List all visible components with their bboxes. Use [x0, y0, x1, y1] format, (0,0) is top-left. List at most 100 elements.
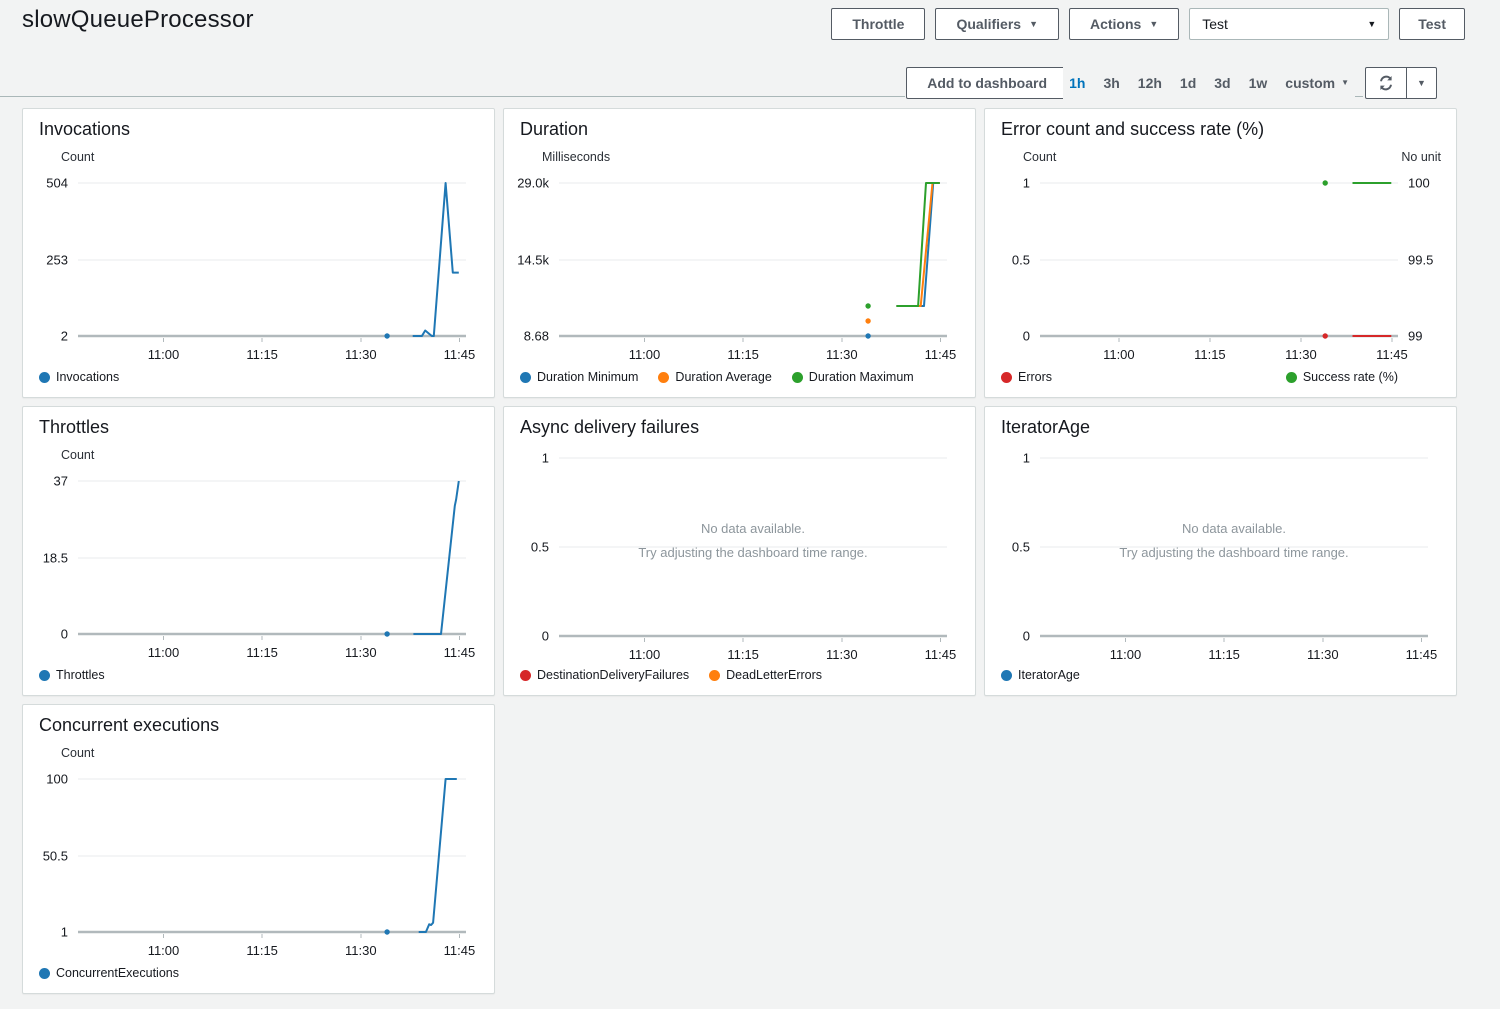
svg-text:11:00: 11:00: [1103, 347, 1135, 362]
chart-panel-iteratorage: IteratorAge11:0011:1511:3011:4510.50No d…: [984, 406, 1457, 696]
legend-color-dot: [39, 372, 50, 383]
svg-text:11:30: 11:30: [345, 645, 377, 660]
svg-text:11:30: 11:30: [345, 347, 377, 362]
refresh-button[interactable]: [1365, 67, 1407, 99]
legend-item-duration-average[interactable]: Duration Average: [658, 370, 771, 384]
refresh-options-button[interactable]: ▼: [1407, 67, 1437, 99]
legend-label: Duration Average: [675, 370, 771, 384]
svg-text:0.5: 0.5: [1012, 540, 1030, 555]
svg-text:99: 99: [1408, 329, 1422, 344]
time-range-custom-label: custom: [1285, 75, 1335, 91]
chart-panel-concurrent-executions: Concurrent executions11:0011:1511:3011:4…: [22, 704, 495, 994]
svg-text:11:45: 11:45: [444, 645, 476, 660]
time-range-1w[interactable]: 1w: [1249, 75, 1268, 91]
legend-label: Invocations: [56, 370, 119, 384]
test-button-label: Test: [1418, 16, 1446, 32]
svg-text:11:00: 11:00: [148, 347, 180, 362]
svg-text:8.68: 8.68: [524, 329, 549, 344]
svg-text:11:00: 11:00: [629, 647, 661, 662]
svg-text:504: 504: [46, 176, 68, 191]
svg-text:Count: Count: [1023, 150, 1057, 164]
svg-text:11:30: 11:30: [826, 647, 858, 662]
time-range-12h[interactable]: 12h: [1138, 75, 1162, 91]
legend-label: Errors: [1018, 370, 1052, 384]
qualifiers-button-label: Qualifiers: [956, 16, 1021, 32]
concurrent-executions-plot[interactable]: 11:0011:1511:3011:4510050.51Count: [23, 705, 496, 995]
chevron-down-icon: ▼: [1367, 20, 1376, 29]
legend-item-concurrentexecutions[interactable]: ConcurrentExecutions: [39, 966, 179, 980]
legend-label: DestinationDeliveryFailures: [537, 668, 689, 682]
add-to-dashboard-label: Add to dashboard: [927, 75, 1047, 91]
chart-legend: DestinationDeliveryFailures DeadLetterErr…: [520, 668, 959, 682]
svg-text:Count: Count: [61, 448, 95, 462]
duration-plot[interactable]: 11:0011:1511:3011:4529.0k14.5k8.68Millis…: [504, 109, 977, 399]
svg-text:11:15: 11:15: [727, 647, 759, 662]
legend-item-iteratorage[interactable]: IteratorAge: [1001, 668, 1080, 682]
svg-text:253: 253: [46, 253, 68, 268]
actions-button[interactable]: Actions ▼: [1069, 8, 1179, 40]
legend-label: Duration Maximum: [809, 370, 914, 384]
time-range-1h[interactable]: 1h: [1069, 75, 1085, 91]
legend-label: Throttles: [56, 668, 105, 682]
svg-text:50.5: 50.5: [43, 849, 68, 864]
time-range-1d[interactable]: 1d: [1180, 75, 1196, 91]
svg-text:11:45: 11:45: [444, 347, 476, 362]
svg-text:14.5k: 14.5k: [517, 253, 549, 268]
chart-panel-duration: Duration11:0011:1511:3011:4529.0k14.5k8.…: [503, 108, 976, 398]
invocations-plot[interactable]: 11:0011:1511:3011:455042532Count: [23, 109, 496, 399]
svg-text:11:30: 11:30: [1285, 347, 1317, 362]
time-range-3d[interactable]: 3d: [1214, 75, 1230, 91]
legend-item-destinationdeliveryfailures[interactable]: DestinationDeliveryFailures: [520, 668, 689, 682]
header-actions: Throttle Qualifiers ▼ Actions ▼ Test ▼ T…: [831, 8, 1465, 40]
svg-text:1: 1: [542, 451, 549, 466]
legend-label: Success rate (%): [1303, 370, 1398, 384]
toolbar-divider: [0, 96, 905, 97]
throttle-button[interactable]: Throttle: [831, 8, 925, 40]
legend-label: ConcurrentExecutions: [56, 966, 179, 980]
svg-text:37: 37: [54, 474, 68, 489]
svg-text:0: 0: [1023, 629, 1030, 644]
svg-text:11:00: 11:00: [1110, 647, 1142, 662]
svg-text:2: 2: [61, 329, 68, 344]
svg-text:11:00: 11:00: [148, 943, 180, 958]
chart-panel-invocations: Invocations11:0011:1511:3011:455042532Co…: [22, 108, 495, 398]
legend-item-invocations[interactable]: Invocations: [39, 370, 119, 384]
test-event-select[interactable]: Test ▼: [1189, 8, 1389, 40]
error-count-and-success-rate-plot[interactable]: 11:0011:1511:3011:4511000.599.5099CountN…: [985, 109, 1458, 399]
svg-text:0: 0: [61, 627, 68, 642]
legend-item-success-rate[interactable]: Success rate (%): [1286, 370, 1398, 384]
chart-legend: Errors Success rate (%): [1001, 370, 1440, 384]
async-delivery-failures-plot[interactable]: 11:0011:1511:3011:4510.50No data availab…: [504, 407, 977, 697]
actions-button-label: Actions: [1090, 16, 1141, 32]
iteratorage-plot[interactable]: 11:0011:1511:3011:4510.50No data availab…: [985, 407, 1458, 697]
time-range-custom[interactable]: custom ▼: [1285, 75, 1349, 91]
svg-text:11:45: 11:45: [925, 347, 957, 362]
chevron-down-icon: ▼: [1149, 20, 1158, 29]
legend-color-dot: [520, 372, 531, 383]
chevron-down-icon: ▼: [1341, 79, 1349, 87]
svg-text:11:00: 11:00: [148, 645, 180, 660]
svg-text:11:30: 11:30: [1307, 647, 1339, 662]
time-range-selector: 1h 3h 12h 1d 3d 1w custom ▼: [1063, 67, 1355, 99]
qualifiers-button[interactable]: Qualifiers ▼: [935, 8, 1059, 40]
svg-text:Count: Count: [61, 746, 95, 760]
legend-item-errors[interactable]: Errors: [1001, 370, 1052, 384]
chart-legend: Invocations: [39, 370, 478, 384]
legend-item-duration-minimum[interactable]: Duration Minimum: [520, 370, 638, 384]
legend-color-dot: [792, 372, 803, 383]
svg-text:No data available.: No data available.: [701, 521, 805, 536]
legend-color-dot: [39, 968, 50, 979]
svg-text:11:15: 11:15: [1208, 647, 1240, 662]
throttles-plot[interactable]: 11:0011:1511:3011:453718.50Count: [23, 407, 496, 697]
time-range-3h[interactable]: 3h: [1103, 75, 1119, 91]
legend-item-deadlettererrors[interactable]: DeadLetterErrors: [709, 668, 822, 682]
legend-item-duration-maximum[interactable]: Duration Maximum: [792, 370, 914, 384]
svg-text:Try adjusting the dashboard ti: Try adjusting the dashboard time range.: [1119, 545, 1348, 560]
legend-color-dot: [709, 670, 720, 681]
svg-text:No data available.: No data available.: [1182, 521, 1286, 536]
svg-text:11:45: 11:45: [1406, 647, 1438, 662]
legend-item-throttles[interactable]: Throttles: [39, 668, 105, 682]
test-button[interactable]: Test: [1399, 8, 1465, 40]
chevron-down-icon: ▼: [1029, 20, 1038, 29]
add-to-dashboard-button[interactable]: Add to dashboard: [906, 67, 1068, 99]
